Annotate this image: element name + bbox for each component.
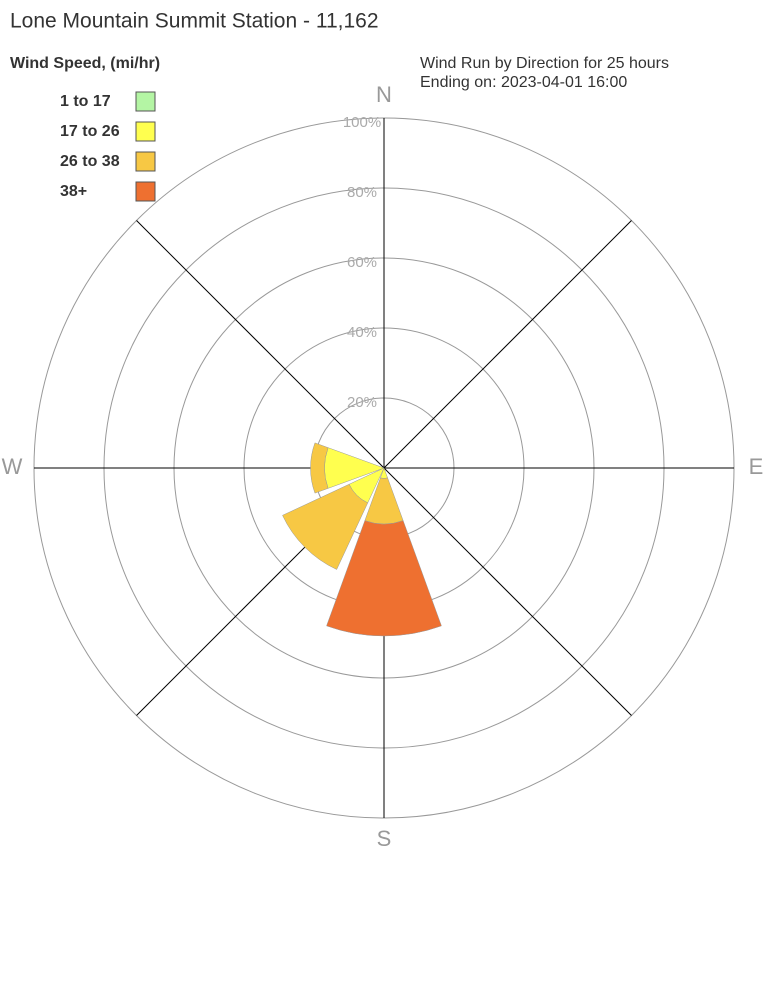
r-tick-label: 60% xyxy=(347,254,377,271)
legend-swatch xyxy=(135,151,156,172)
chart-title: Lone Mountain Summit Station - 11,162 xyxy=(10,10,379,33)
r-tick-label: 100% xyxy=(343,114,381,131)
legend-label: 1 to 17 xyxy=(60,93,111,110)
direction-label: S xyxy=(377,826,392,851)
legend-title: Wind Speed, (mi/hr) xyxy=(10,55,160,72)
subtitle: Ending on: 2023-04-01 16:00 xyxy=(420,74,627,91)
spoke xyxy=(383,220,632,469)
spoke xyxy=(383,467,632,716)
subtitle: Wind Run by Direction for 25 hours xyxy=(420,55,669,72)
wedge xyxy=(282,483,369,570)
r-tick-label: 20% xyxy=(347,394,377,411)
legend-swatch xyxy=(135,91,156,112)
direction-label: W xyxy=(2,454,23,479)
r-tick-label: 80% xyxy=(347,184,377,201)
spoke xyxy=(136,220,385,469)
wedge xyxy=(326,520,442,637)
wedge xyxy=(310,442,329,494)
direction-label: E xyxy=(749,454,764,479)
legend-label: 38+ xyxy=(60,183,87,200)
r-tick-label: 40% xyxy=(347,324,377,341)
legend-swatch xyxy=(135,121,156,142)
legend-label: 26 to 38 xyxy=(60,153,120,170)
direction-label: N xyxy=(376,82,392,107)
legend-label: 17 to 26 xyxy=(60,123,120,140)
legend-swatch xyxy=(135,181,156,202)
